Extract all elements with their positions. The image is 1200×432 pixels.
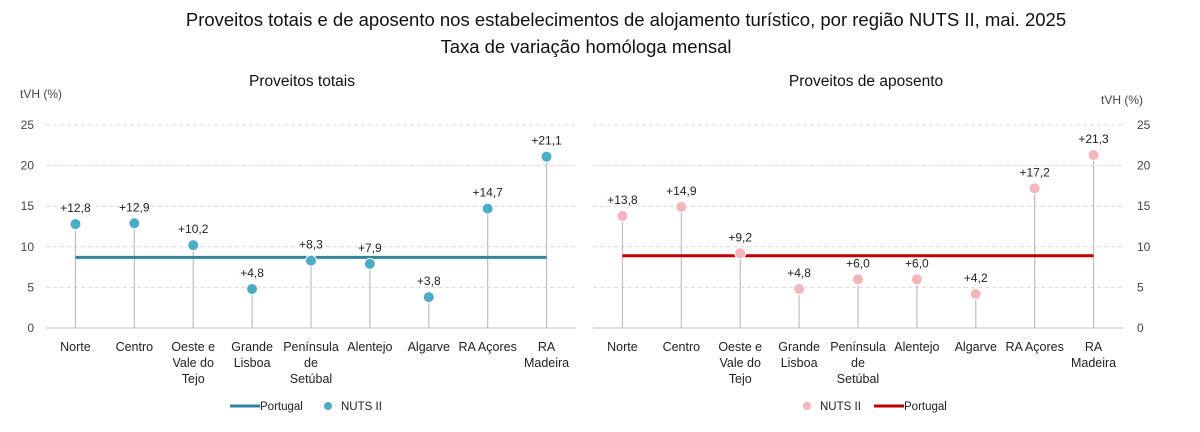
data-point [540,150,553,163]
data-label: +4,2 [964,271,988,285]
x-tick-label: Setúbal [837,372,879,386]
data-label: +17,2 [1019,165,1050,179]
x-tick-label: Oeste e [171,340,215,354]
data-label: +10,2 [178,222,209,236]
y-tick-label: 15 [1137,199,1151,213]
x-tick-label: Centro [663,340,701,354]
x-tick-label: Tejo [729,372,752,386]
x-tick-label: Grande [778,340,820,354]
y-tick-label: 15 [21,199,35,213]
data-label: +6,0 [846,256,870,270]
x-tick-label: Alentejo [347,340,392,354]
chart-proveitos-totais: Proveitos totais tVH (%) 0 5 10 15 20 25 +12,8 +1… [20,73,576,413]
panel-title: Proveitos de aposento [789,73,943,90]
x-tick-label: Alentejo [894,340,939,354]
data-label: +21,1 [531,134,562,148]
x-tick-label: Norte [607,340,638,354]
data-label: +8,3 [299,238,323,252]
x-tick-label: Centro [116,340,154,354]
data-point [128,217,141,230]
x-tick-label: Madeira [524,356,569,370]
data-label: +3,8 [417,274,441,288]
y-tick-label: 25 [1137,118,1151,132]
x-tick-label: Península [830,340,886,354]
x-tick-label: RA Açores [1005,340,1063,354]
y-axis-label: tVH (%) [1101,93,1143,107]
x-tick-label: RA Açores [458,340,516,354]
x-tick-label: RA [538,340,556,354]
data-label: +12,9 [119,200,150,214]
y-tick-label: 0 [27,321,34,335]
x-tick-label: Algarve [408,340,450,354]
legend-dot-marker [324,402,332,410]
data-label: +14,9 [666,184,697,198]
data-label: +4,8 [787,266,811,280]
data-point [675,201,688,214]
y-axis-label: tVH (%) [20,87,62,101]
data-point [616,209,629,222]
legend-dot-marker [803,402,811,410]
data-point [793,283,806,296]
legend-label: NUTS II [820,401,861,413]
x-tick-label: Lisboa [234,356,271,370]
x-tick-label: RA [1085,340,1103,354]
data-point [69,218,82,231]
x-tick-label: Setúbal [290,372,332,386]
data-point [246,283,259,296]
data-label: +9,2 [728,230,752,244]
x-tick-label: Vale do [172,356,214,370]
x-tick-label: Vale do [719,356,761,370]
data-label: +14,7 [472,186,503,200]
data-point [187,239,200,252]
data-label: +12,8 [60,201,91,215]
data-point [422,291,435,304]
y-tick-label: 5 [27,280,34,294]
x-tick-label: Tejo [182,372,205,386]
x-tick-label: Norte [60,340,91,354]
x-tick-label: Península [283,340,339,354]
figure-title: Proveitos totais e de aposento nos estab… [186,9,1066,30]
x-tick-label: Algarve [955,340,997,354]
x-tick-label: Oeste e [718,340,762,354]
data-label: +7,9 [358,241,382,255]
panel-title: Proveitos totais [249,73,355,90]
data-point [1028,182,1041,195]
y-tick-label: 10 [1137,240,1151,254]
legend-label: Portugal [904,401,947,413]
legend-label: Portugal [260,401,303,413]
data-point [305,254,317,267]
y-tick-label: 0 [1137,321,1144,335]
x-tick-label: de [304,356,318,370]
x-tick-label: de [851,356,865,370]
data-label: +6,0 [905,256,929,270]
figure-subtitle: Taxa de variação homóloga mensal [440,36,731,57]
y-tick-label: 20 [1137,159,1151,173]
y-tick-label: 5 [1137,280,1144,294]
data-point [852,273,864,286]
data-point [481,202,494,215]
y-tick-label: 25 [21,118,35,132]
data-point [910,273,923,286]
y-tick-label: 10 [21,240,35,254]
legend-label: NUTS II [341,401,382,413]
data-label: +21,3 [1078,132,1109,146]
chart-proveitos-de-aposento: Proveitos de aposento tVH (%) 0 5 10 15 20 25 +1… [593,73,1151,413]
data-label: +13,8 [607,193,638,207]
x-tick-label: Lisboa [781,356,818,370]
data-point [734,247,747,260]
y-tick-label: 20 [21,159,35,173]
data-label: +4,8 [240,266,264,280]
data-point [1087,149,1100,162]
x-tick-label: Madeira [1071,356,1116,370]
x-tick-label: Grande [231,340,273,354]
data-point [363,257,376,270]
data-point [969,287,982,300]
